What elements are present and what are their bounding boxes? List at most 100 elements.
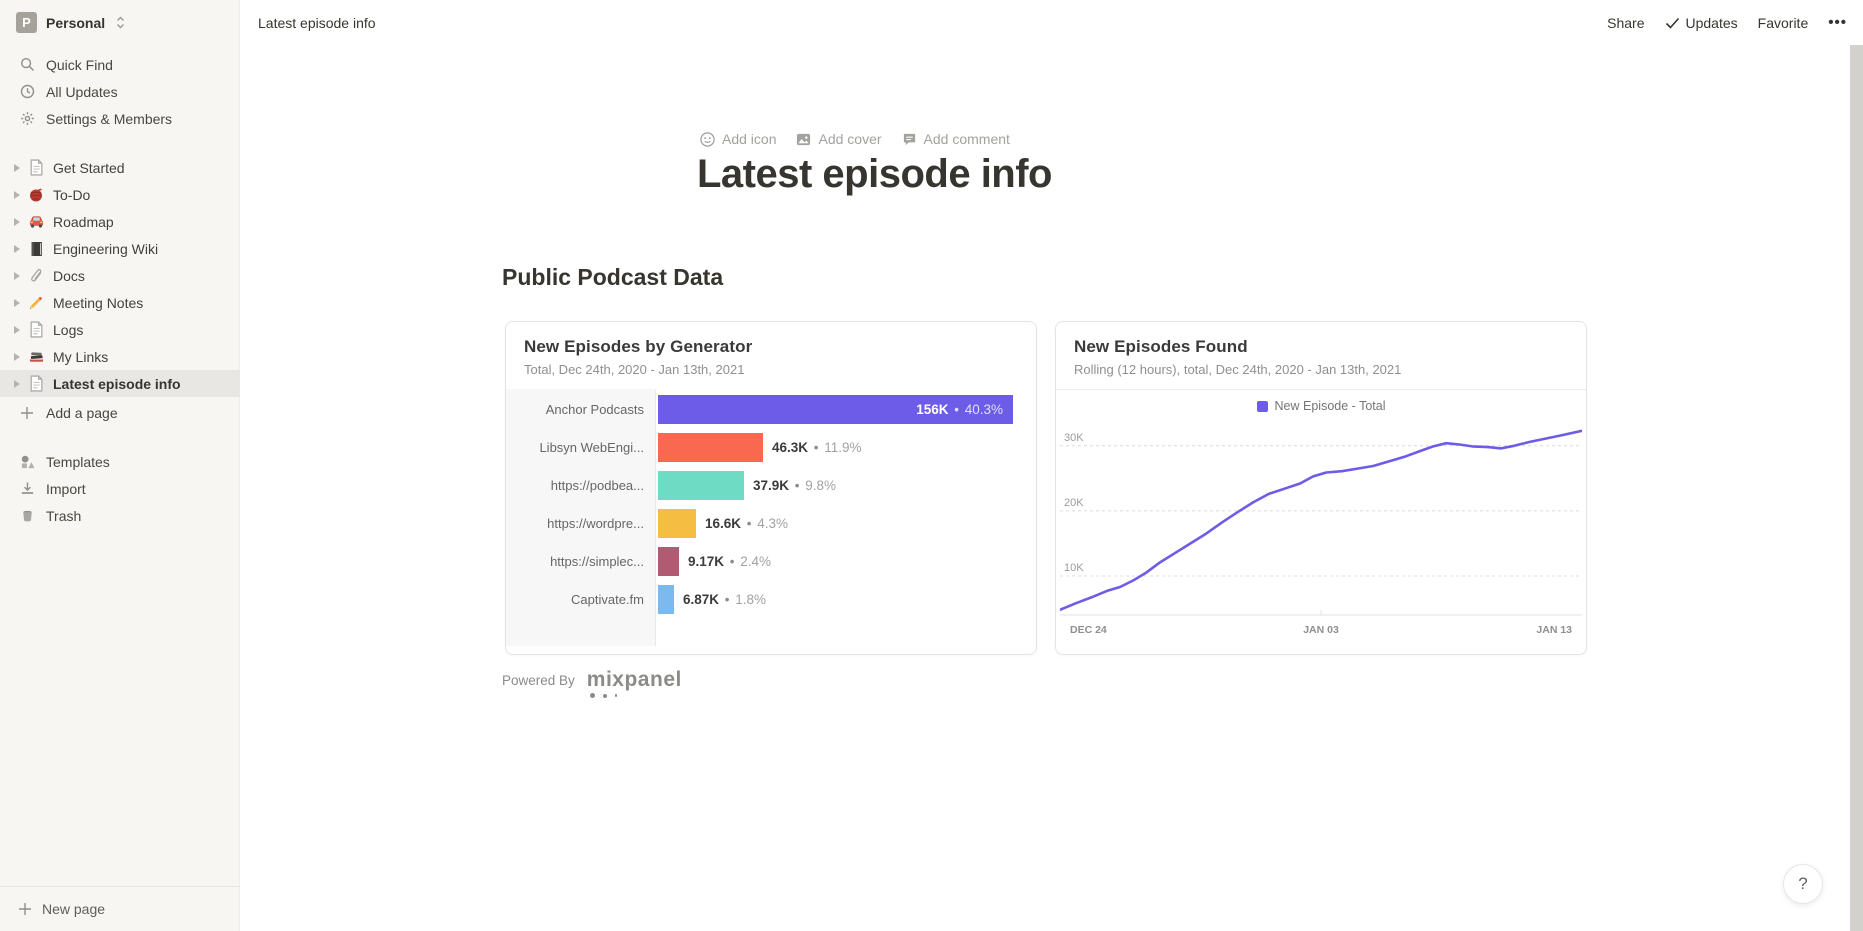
- bar-track: 37.9K • 9.8%: [656, 470, 1036, 500]
- expand-toggle-icon[interactable]: [8, 213, 26, 231]
- sidebar-item-label: Latest episode info: [53, 375, 181, 392]
- add-icon-button[interactable]: Add icon: [700, 131, 776, 147]
- bar-segment[interactable]: 156K • 40.3%: [658, 394, 1013, 424]
- import-icon: [18, 481, 36, 496]
- new-page-label: New page: [42, 901, 106, 917]
- bar-segment[interactable]: [658, 508, 696, 538]
- bar-segment[interactable]: [658, 584, 674, 614]
- workspace-avatar: P: [16, 12, 37, 33]
- sidebar-item-meeting-notes[interactable]: Meeting Notes: [0, 289, 240, 316]
- pencil-icon: [26, 294, 46, 312]
- page-icon: [26, 375, 46, 393]
- plus-icon: [18, 406, 36, 420]
- sidebar-item-get-started[interactable]: Get Started: [0, 154, 240, 181]
- sidebar-item-logs[interactable]: Logs: [0, 316, 240, 343]
- bar-row-https-wordpre: https://wordpre... 16.6K • 4.3%: [506, 504, 1036, 542]
- line-chart-title: New Episodes Found: [1074, 337, 1248, 356]
- new-page-button[interactable]: New page: [0, 886, 240, 931]
- sidebar-item-import[interactable]: Import: [0, 475, 240, 502]
- sidebar-item-label: My Links: [53, 348, 109, 365]
- mixpanel-logo-dots: [589, 693, 618, 698]
- updates-button[interactable]: Updates: [1665, 15, 1738, 31]
- add-comment-label: Add comment: [923, 131, 1010, 147]
- chevron-updown-icon: [116, 16, 125, 29]
- sidebar-item-label: Templates: [46, 453, 110, 470]
- sidebar-item-roadmap[interactable]: Roadmap: [0, 208, 240, 235]
- bar-chart-rows: Anchor Podcasts 156K • 40.3% Libsyn WebEng…: [506, 389, 1036, 618]
- breadcrumb[interactable]: Latest episode info: [258, 14, 376, 31]
- sidebar: P Personal Quick Find All Updates Settings…: [0, 0, 240, 931]
- sidebar-item-label: Engineering Wiki: [53, 240, 159, 257]
- plus-icon: [18, 902, 32, 916]
- add-cover-label: Add cover: [818, 131, 882, 147]
- powered-by-label: Powered By: [502, 672, 575, 688]
- expand-toggle-icon[interactable]: [8, 321, 26, 339]
- add-icon-label: Add icon: [722, 131, 777, 147]
- bar-row-captivate-fm: Captivate.fm 6.87K • 1.8%: [506, 580, 1036, 618]
- trash-icon: [18, 508, 36, 523]
- sidebar-item-engineering-wiki[interactable]: Engineering Wiki: [0, 235, 240, 262]
- comment-icon: [903, 133, 915, 145]
- svg-text:10K: 10K: [1064, 562, 1084, 574]
- clock-icon: [18, 84, 36, 99]
- expand-toggle-icon[interactable]: [8, 294, 26, 312]
- bar-chart-card[interactable]: New Episodes by Generator Total, Dec 24t…: [505, 321, 1037, 655]
- expand-toggle-icon[interactable]: [8, 267, 26, 285]
- bar-track: 9.17K • 2.4%: [656, 546, 1036, 576]
- sidebar-item-label: Import: [46, 480, 86, 497]
- sidebar-item-label: Meeting Notes: [53, 294, 144, 311]
- image-icon: [797, 133, 811, 145]
- expand-toggle-icon[interactable]: [8, 348, 26, 366]
- bar-segment[interactable]: [658, 470, 744, 500]
- vertical-scrollbar[interactable]: [1850, 45, 1863, 931]
- sidebar-item-latest-episode-info[interactable]: Latest episode info: [0, 370, 240, 397]
- sidebar-item-trash[interactable]: Trash: [0, 502, 240, 529]
- bar-chart-title: New Episodes by Generator: [524, 337, 753, 356]
- sidebar-item-to-do[interactable]: To-Do: [0, 181, 240, 208]
- workspace-name: Personal: [46, 14, 106, 31]
- bar-segment[interactable]: [658, 432, 763, 462]
- more-options-button[interactable]: •••: [1828, 14, 1847, 31]
- add-a-page-button[interactable]: Add a page: [0, 399, 240, 426]
- bar-category-label: https://wordpre...: [547, 515, 644, 531]
- share-button[interactable]: Share: [1607, 14, 1645, 31]
- sidebar-item-quick-find[interactable]: Quick Find: [0, 51, 240, 78]
- line-chart-card[interactable]: New Episodes Found Rolling (12 hours), t…: [1055, 321, 1587, 655]
- expand-toggle-icon[interactable]: [8, 186, 26, 204]
- bar-category-label: Anchor Podcasts: [545, 401, 644, 417]
- expand-toggle-icon[interactable]: [8, 240, 26, 258]
- bar-value-label: 6.87K • 1.8%: [683, 591, 767, 607]
- topbar-actions: Share Updates Favorite •••: [1607, 14, 1847, 31]
- bar-segment[interactable]: [658, 546, 679, 576]
- bar-category-label: Libsyn WebEngi...: [539, 439, 644, 455]
- legend-label: New Episode - Total: [1274, 399, 1386, 413]
- expand-toggle-icon[interactable]: [8, 159, 26, 177]
- bar-track: 6.87K • 1.8%: [656, 584, 1036, 614]
- line-chart-header: New Episodes Found Rolling (12 hours), t…: [1056, 322, 1586, 390]
- bar-row-https-podbea: https://podbea... 37.9K • 9.8%: [506, 466, 1036, 504]
- add-cover-button[interactable]: Add cover: [796, 131, 882, 147]
- sidebar-item-docs[interactable]: Docs: [0, 262, 240, 289]
- workspace-switcher[interactable]: P Personal: [0, 0, 240, 43]
- bar-chart-label-column: [506, 389, 656, 646]
- favorite-button[interactable]: Favorite: [1757, 14, 1809, 31]
- bar-category-label: Captivate.fm: [571, 591, 644, 607]
- page-title[interactable]: Latest episode info: [697, 152, 1053, 196]
- sidebar-item-all-updates[interactable]: All Updates: [0, 78, 240, 105]
- bar-value-label: 16.6K • 4.3%: [705, 515, 789, 531]
- expand-toggle-icon[interactable]: [8, 375, 26, 393]
- svg-text:JAN 03: JAN 03: [1303, 624, 1339, 636]
- sidebar-item-templates[interactable]: Templates: [0, 448, 240, 475]
- search-icon: [18, 57, 36, 72]
- sidebar-item-label: Get Started: [53, 159, 125, 176]
- sidebar-item-label: Trash: [46, 507, 82, 524]
- help-button[interactable]: ?: [1783, 864, 1823, 904]
- sidebar-item-settings-members[interactable]: Settings & Members: [0, 105, 240, 132]
- mixpanel-logo[interactable]: mixpanel: [587, 669, 682, 698]
- section-heading[interactable]: Public Podcast Data: [502, 264, 724, 290]
- bar-chart-body: Anchor Podcasts 156K • 40.3% Libsyn WebEng…: [506, 389, 1036, 646]
- bar-value-label: 37.9K • 9.8%: [753, 477, 837, 493]
- add-comment-button[interactable]: Add comment: [902, 131, 1010, 147]
- page-content: Add icon Add cover Add comment Latest ep…: [240, 45, 1850, 931]
- sidebar-item-my-links[interactable]: My Links: [0, 343, 240, 370]
